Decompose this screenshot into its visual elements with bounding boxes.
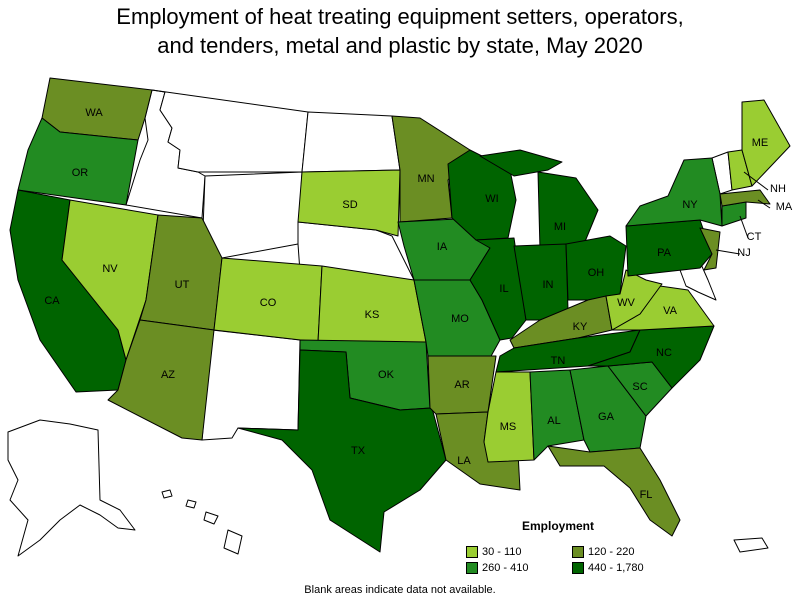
label-OK: OK [378,369,395,381]
state-ND[interactable] [301,111,401,173]
legend-item-3: 260 - 410 [466,562,528,574]
legend-label-2: 120 - 220 [588,546,635,558]
no-data-note: Blank areas indicate data not available. [304,584,496,596]
label-ME: ME [752,137,769,149]
legend-swatch-2 [572,546,584,558]
label-MN: MN [417,173,434,185]
label-NJ: NJ [737,247,750,259]
legend-item-1: 30 - 110 [466,546,522,558]
legend-swatch-4 [572,562,584,574]
legend-label-3: 260 - 410 [482,562,529,574]
label-IA: IA [437,241,448,253]
state-MI[interactable] [479,149,599,251]
state-PR[interactable] [733,537,769,553]
state-TX[interactable] [237,349,447,553]
label-TN: TN [551,355,566,367]
state-NC[interactable] [587,325,715,389]
label-TX: TX [351,445,366,457]
state-HI[interactable] [161,489,243,555]
state-NJ[interactable] [699,227,721,271]
state-SD[interactable] [297,169,401,237]
label-MA: MA [776,201,793,213]
title-line-1: Employment of heat treating equipment se… [116,4,684,29]
label-LA: LA [457,455,471,467]
label-IL: IL [499,283,508,295]
label-NV: NV [102,263,118,275]
label-MO: MO [451,313,469,325]
label-SD: SD [342,199,357,211]
state-OR[interactable] [17,117,139,206]
label-KS: KS [365,309,380,321]
state-ME[interactable] [741,99,791,187]
state-WI[interactable] [447,149,517,241]
legend-label-4: 440 - 1,780 [588,562,644,574]
state-AZ[interactable] [107,319,215,441]
label-NC: NC [656,347,672,359]
label-CT: CT [747,231,762,243]
label-CO: CO [260,297,277,309]
legend-swatch-1 [466,546,478,558]
legend-swatch-3 [466,562,478,574]
state-MA[interactable] [719,189,771,207]
legend-title: Employment [522,519,595,533]
leader-MA [757,199,771,209]
state-NY[interactable] [625,157,723,227]
label-SC: SC [632,381,647,393]
leader-NH [743,171,769,191]
state-MN[interactable] [391,115,471,223]
leader-NJ [715,249,741,255]
state-NM[interactable] [201,329,301,441]
label-AZ: AZ [161,369,175,381]
state-labels: WA OR CA NV UT AZ CO SD KS OK TX MN IA M… [44,107,793,501]
label-CA: CA [44,295,60,307]
state-WV[interactable] [605,269,663,331]
label-GA: GA [598,411,615,423]
legend-item-2: 120 - 220 [572,546,634,558]
title-line-2: and tenders, metal and plastic by state,… [157,33,643,58]
label-IN: IN [543,279,554,291]
label-OR: OR [72,167,89,179]
legend-item-4: 440 - 1,780 [572,562,644,574]
label-MI: MI [554,221,566,233]
label-VA: VA [663,305,678,317]
legend-label-1: 30 - 110 [482,546,522,558]
label-MS: MS [500,421,517,433]
label-FL: FL [640,489,653,501]
state-WY[interactable] [201,171,303,259]
label-KY: KY [573,321,588,333]
label-WI: WI [485,193,498,205]
label-WV: WV [617,297,635,309]
label-UT: UT [175,279,190,291]
label-AL: AL [547,415,560,427]
label-WA: WA [85,107,103,119]
leader-CT [739,215,749,239]
label-PA: PA [657,247,672,259]
map-title: Employment of heat treating equipment se… [0,2,800,60]
label-NH: NH [770,183,786,195]
state-AL[interactable] [529,369,585,461]
state-FL[interactable] [547,445,681,537]
state-AK[interactable] [7,419,136,557]
label-AR: AR [454,379,469,391]
label-OH: OH [588,267,605,279]
label-NY: NY [682,199,698,211]
